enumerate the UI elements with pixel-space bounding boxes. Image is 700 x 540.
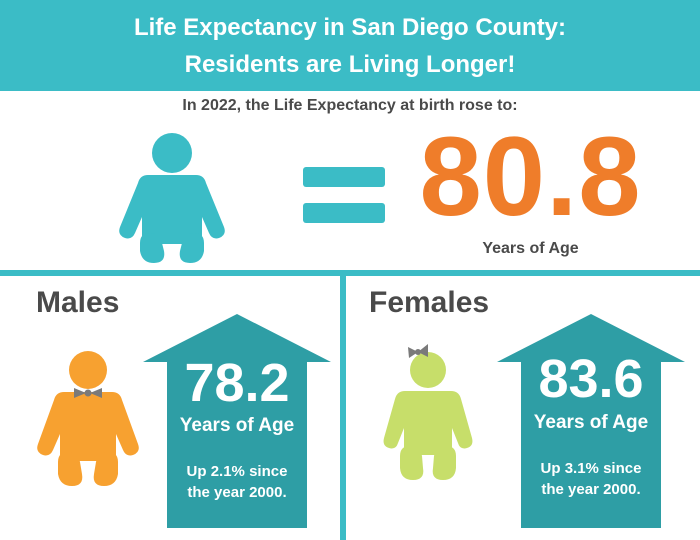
baby-icon-male xyxy=(37,351,139,486)
males-title: Males xyxy=(36,286,120,319)
females-note-line-2: the year 2000. xyxy=(541,481,641,498)
females-life-expectancy-value: 83.6 xyxy=(538,349,644,409)
hair-bow-icon xyxy=(408,344,428,358)
overall-unit-label: Years of Age xyxy=(482,240,579,257)
males-note-line-1: Up 2.1% since xyxy=(186,463,288,480)
males-arrow-up-icon xyxy=(143,314,331,528)
overall-life-expectancy-value: 80.8 xyxy=(419,114,642,239)
females-arrow-up-icon xyxy=(497,314,685,528)
females-title: Females xyxy=(369,286,490,319)
bowtie-icon xyxy=(74,388,102,398)
title-banner xyxy=(0,0,700,91)
females-unit-label: Years of Age xyxy=(533,412,649,433)
baby-icon-female xyxy=(383,344,473,480)
females-note-line-1: Up 3.1% since xyxy=(540,460,642,477)
horizontal-divider xyxy=(0,270,700,276)
page-title-line-1: Life Expectancy in San Diego County: xyxy=(133,14,567,41)
equals-icon xyxy=(303,167,385,223)
intro-text: In 2022, the Life Expectancy at birth ro… xyxy=(182,97,518,114)
vertical-divider xyxy=(340,276,346,540)
page-title-line-2: Residents are Living Longer! xyxy=(184,51,516,78)
males-unit-label: Years of Age xyxy=(179,415,295,436)
males-note-line-2: the year 2000. xyxy=(187,484,287,501)
males-life-expectancy-value: 78.2 xyxy=(184,353,290,413)
baby-icon xyxy=(119,133,225,263)
